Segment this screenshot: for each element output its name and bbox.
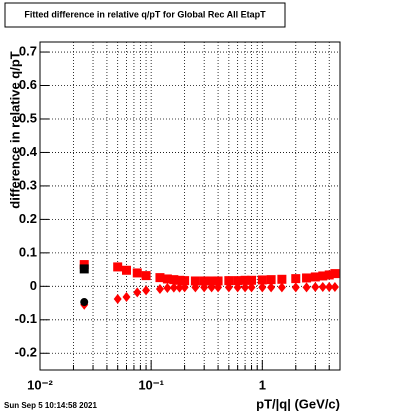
diamond-marker (311, 281, 320, 292)
square-marker (233, 276, 243, 286)
square-marker (240, 275, 250, 285)
x-axis-label: pT/|q| (GeV/c) (256, 396, 340, 411)
square-marker (247, 275, 257, 285)
diamond-marker (169, 282, 178, 293)
square-marker (79, 264, 89, 274)
title-box (4, 2, 286, 28)
square-marker (266, 275, 276, 285)
square-marker (207, 276, 217, 286)
square-marker (224, 276, 234, 286)
diamond-marker (180, 282, 189, 293)
diamond-marker (224, 282, 233, 293)
diamond-marker (291, 282, 300, 293)
diamond-marker (247, 282, 256, 293)
diamond-marker (302, 282, 311, 293)
square-marker (169, 275, 179, 285)
diamond-marker (233, 282, 242, 293)
square-marker (155, 273, 165, 283)
square-marker (257, 275, 267, 285)
y-tick-label: 0.5 (19, 110, 37, 125)
square-marker (121, 265, 131, 275)
circle-marker (80, 298, 89, 307)
x-tick-label: 1 (259, 377, 266, 392)
y-tick-label: 0.4 (19, 144, 38, 159)
square-marker (324, 270, 334, 280)
diamond-marker (113, 294, 122, 305)
x-tick-label: 10⁻¹ (138, 377, 164, 392)
square-marker (291, 274, 301, 284)
timestamp: Sun Sep 5 10:14:58 2021 (4, 401, 97, 410)
diamond-marker (155, 284, 164, 295)
diamond-marker (133, 287, 142, 298)
square-marker (141, 271, 151, 281)
square-marker (180, 276, 190, 286)
diamond-marker (267, 282, 276, 293)
square-marker (199, 276, 209, 286)
y-tick-label: 0.1 (19, 244, 37, 259)
diamond-marker (122, 292, 131, 303)
diamond-marker (325, 281, 334, 292)
square-marker (310, 272, 320, 282)
diamond-marker (214, 282, 223, 293)
chart-title: Fitted difference in relative q/pT for G… (24, 9, 266, 19)
diamond-marker (277, 282, 286, 293)
square-marker (318, 271, 328, 281)
y-tick-label: 0.3 (19, 177, 37, 192)
square-marker (330, 269, 340, 279)
y-tick-label: 0.2 (19, 211, 37, 226)
y-tick-label: -0.1 (15, 311, 37, 326)
y-tick-label: 0 (30, 278, 37, 293)
diamond-marker (175, 282, 184, 293)
square-marker (175, 275, 185, 285)
x-tick-label: 10⁻² (27, 377, 53, 392)
diamond-marker (258, 282, 267, 293)
diamond-marker (191, 282, 200, 293)
diamond-marker (207, 282, 216, 293)
plot-frame (39, 41, 341, 371)
square-marker (132, 268, 142, 278)
y-axis-label: difference in relative q/pT (7, 51, 22, 209)
y-tick-label: 0.6 (19, 77, 37, 92)
y-tick-label: 0.7 (19, 43, 37, 58)
diamond-marker (330, 281, 339, 292)
diamond-marker (142, 285, 151, 296)
square-marker (277, 274, 287, 284)
square-marker (213, 276, 223, 286)
diamond-marker (200, 282, 209, 293)
square-marker (113, 262, 123, 272)
y-tick-label: -0.2 (15, 345, 37, 360)
square-marker (302, 273, 312, 283)
square-marker (190, 276, 200, 286)
diamond-marker (241, 282, 250, 293)
square-marker (162, 274, 172, 284)
diamond-marker (163, 283, 172, 293)
diamond-marker (318, 281, 327, 292)
